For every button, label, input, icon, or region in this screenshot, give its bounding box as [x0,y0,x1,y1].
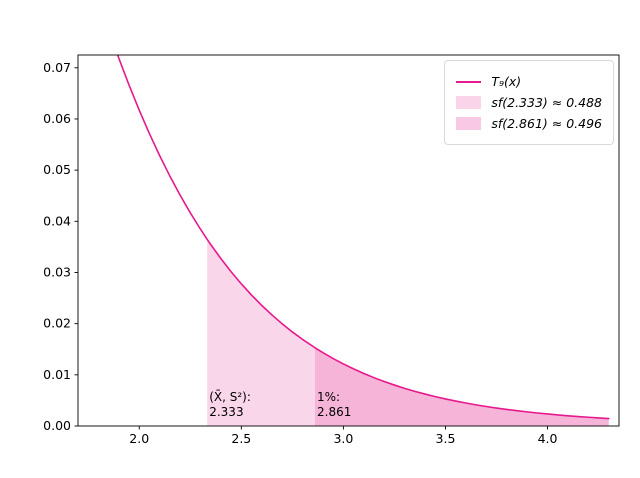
legend-entry-curve: T₉(x) [456,74,602,89]
annotation-line: 1%: [317,389,341,404]
svg-text:0.07: 0.07 [43,60,71,75]
svg-text:0.05: 0.05 [43,162,71,177]
svg-text:2.5: 2.5 [231,431,251,446]
svg-text:0.04: 0.04 [43,213,71,228]
svg-text:0.02: 0.02 [43,316,71,331]
legend-line-sample [456,80,482,83]
annotation-line: (X̄, S²): [209,389,251,404]
legend-label-fill-2333: sf(2.333) ≈ 0.488 [491,95,602,110]
legend-entry-fill-2861: sf(2.861) ≈ 0.496 [456,116,602,131]
legend: T₉(x) sf(2.333) ≈ 0.488 sf(2.861) ≈ 0.49… [444,60,614,145]
annotation-sample-statistic: (X̄, S²): 2.333 [209,390,251,421]
annotation-one-percent: 1%: 2.861 [317,390,351,421]
legend-label-curve: T₉(x) [491,74,522,89]
legend-patch-sample [456,117,482,130]
annotation-line: 2.333 [209,405,244,420]
svg-text:0.01: 0.01 [43,367,71,382]
legend-patch-sample [456,96,482,109]
legend-entry-fill-2333: sf(2.333) ≈ 0.488 [456,95,602,110]
svg-text:0.00: 0.00 [43,418,71,433]
annotation-line: 2.861 [317,405,352,420]
svg-text:3.0: 3.0 [333,431,353,446]
legend-label-fill-2861: sf(2.861) ≈ 0.496 [491,116,602,131]
svg-text:4.0: 4.0 [538,431,558,446]
svg-text:3.5: 3.5 [436,431,456,446]
svg-text:2.0: 2.0 [129,431,149,446]
svg-text:0.06: 0.06 [43,111,71,126]
svg-text:0.03: 0.03 [43,264,71,279]
